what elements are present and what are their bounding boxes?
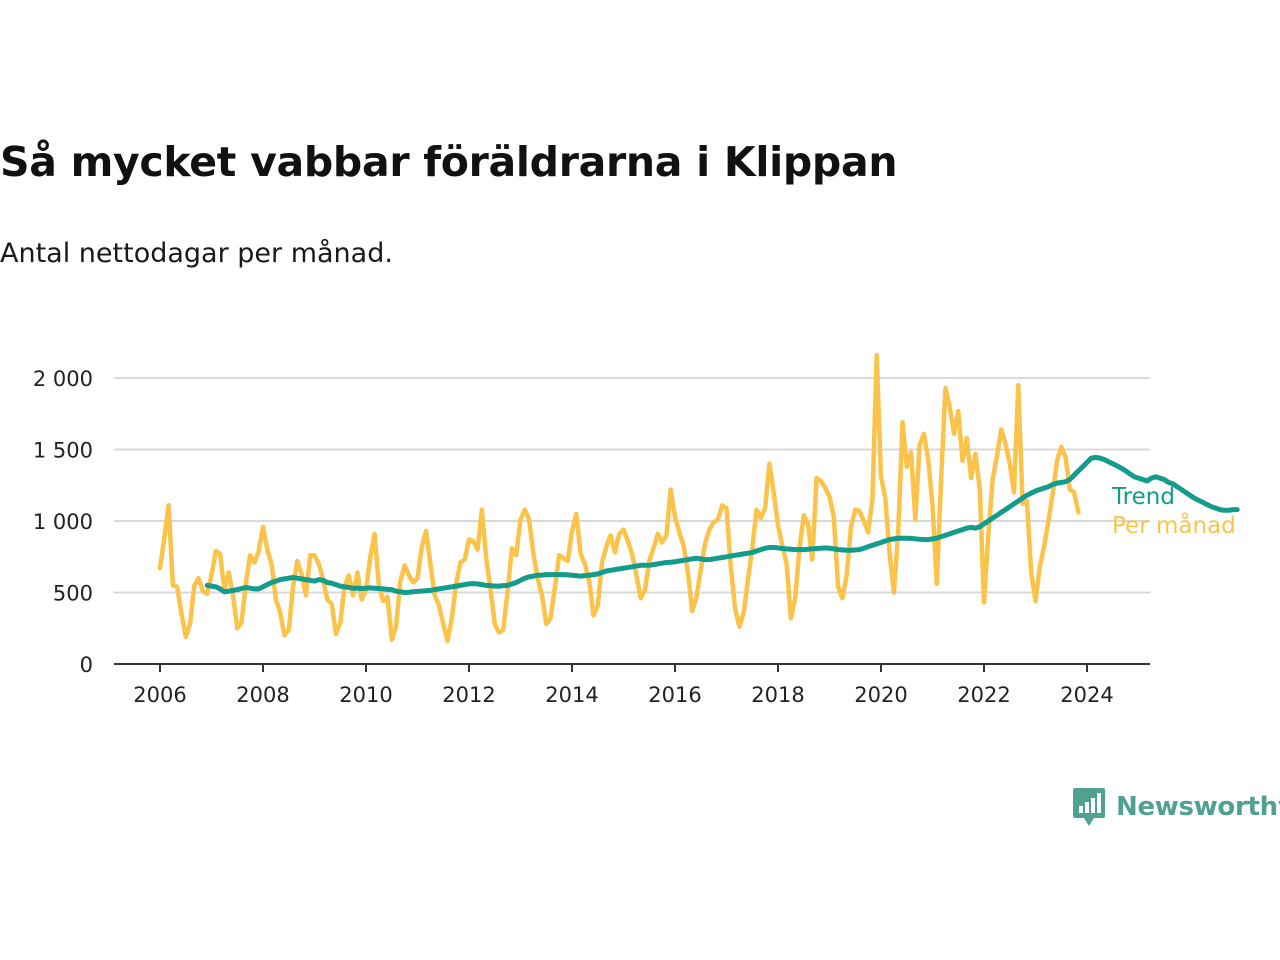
- y-tick-label: 1 000: [33, 510, 93, 534]
- brand-name: Newsworthy: [1116, 792, 1280, 822]
- x-tick-label: 2010: [339, 683, 392, 707]
- x-tick-label: 2016: [648, 683, 701, 707]
- series-label-per-month: Per månad: [1112, 511, 1236, 539]
- y-axis-ticks: 0 500 1 000 1 500 2 000: [33, 367, 93, 677]
- x-tick-label: 2014: [545, 683, 598, 707]
- x-tick-label: 2020: [854, 683, 907, 707]
- x-tick-label: 2024: [1060, 683, 1113, 707]
- x-axis: 2006 2008 2010 2012 2014 2016 2018 2020 2022 2024: [114, 663, 1150, 707]
- gridlines: [114, 377, 1150, 594]
- x-tick-label: 2006: [133, 683, 186, 707]
- series-label-trend: Trend: [1111, 484, 1175, 510]
- x-tick-label: 2008: [236, 683, 289, 707]
- series-line-trend: [204, 454, 1240, 595]
- newsworthy-logo-icon: [1073, 788, 1105, 826]
- chart-subtitle: Antal nettodagar per månad.: [0, 238, 393, 269]
- y-tick-label: 500: [53, 582, 93, 606]
- x-tick-label: 2022: [957, 683, 1010, 707]
- x-tick-label: 2012: [442, 683, 495, 707]
- series-line-per-month: [157, 352, 1081, 644]
- y-tick-label: 0: [80, 653, 93, 677]
- newsworthy-logo: Newsworthy: [1072, 786, 1280, 828]
- chart-lines: [157, 352, 1240, 644]
- y-tick-label: 2 000: [33, 367, 93, 391]
- y-tick-label: 1 500: [33, 439, 93, 463]
- x-tick-label: 2018: [751, 683, 804, 707]
- chart-title: Så mycket vabbar föräldrarna i Klippan: [0, 138, 898, 186]
